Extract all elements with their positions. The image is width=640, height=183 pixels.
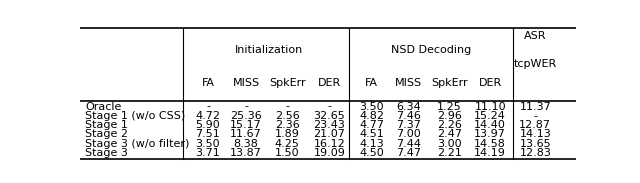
Text: NSD Decoding: NSD Decoding <box>391 45 471 55</box>
Text: tcpWER: tcpWER <box>514 59 557 69</box>
Text: 32.65: 32.65 <box>314 111 346 121</box>
Text: 2.96: 2.96 <box>437 111 462 121</box>
Text: 23.43: 23.43 <box>314 120 346 130</box>
Text: 15.24: 15.24 <box>474 111 506 121</box>
Text: 3.50: 3.50 <box>196 139 220 149</box>
Text: DER: DER <box>479 78 502 87</box>
Text: 4.13: 4.13 <box>359 139 384 149</box>
Text: 4.72: 4.72 <box>195 111 220 121</box>
Text: 14.13: 14.13 <box>520 129 551 139</box>
Text: 5.90: 5.90 <box>196 120 220 130</box>
Text: 4.82: 4.82 <box>359 111 384 121</box>
Text: 12.87: 12.87 <box>519 120 551 130</box>
Text: 7.51: 7.51 <box>196 129 220 139</box>
Text: FA: FA <box>202 78 214 87</box>
Text: 4.77: 4.77 <box>359 120 384 130</box>
Text: SpkErr: SpkErr <box>431 78 468 87</box>
Text: -: - <box>328 102 332 111</box>
Text: MISS: MISS <box>232 78 260 87</box>
Text: 7.00: 7.00 <box>396 129 421 139</box>
Text: 14.40: 14.40 <box>474 120 506 130</box>
Text: 19.09: 19.09 <box>314 148 346 158</box>
Text: 3.71: 3.71 <box>196 148 220 158</box>
Text: 11.37: 11.37 <box>520 102 551 111</box>
Text: 2.47: 2.47 <box>437 129 462 139</box>
Text: MISS: MISS <box>396 78 422 87</box>
Text: 3.50: 3.50 <box>359 102 384 111</box>
Text: Stage 3 (w/o filter): Stage 3 (w/o filter) <box>85 139 189 149</box>
Text: ASR: ASR <box>524 31 547 41</box>
Text: 21.07: 21.07 <box>314 129 346 139</box>
Text: 11.10: 11.10 <box>474 102 506 111</box>
Text: 1.25: 1.25 <box>437 102 462 111</box>
Text: -: - <box>285 102 289 111</box>
Text: 8.38: 8.38 <box>234 139 259 149</box>
Text: Oracle: Oracle <box>85 102 122 111</box>
Text: 1.50: 1.50 <box>275 148 300 158</box>
Text: 13.97: 13.97 <box>474 129 506 139</box>
Text: 2.21: 2.21 <box>437 148 462 158</box>
Text: 4.51: 4.51 <box>359 129 384 139</box>
Text: -: - <box>533 111 538 121</box>
Text: 11.67: 11.67 <box>230 129 262 139</box>
Text: Stage 1: Stage 1 <box>85 120 128 130</box>
Text: 7.47: 7.47 <box>396 148 421 158</box>
Text: 7.46: 7.46 <box>396 111 421 121</box>
Text: Initialization: Initialization <box>235 45 303 55</box>
Text: 12.83: 12.83 <box>520 148 551 158</box>
Text: 25.36: 25.36 <box>230 111 262 121</box>
Text: 16.12: 16.12 <box>314 139 346 149</box>
Text: Stage 1 (w/o CSS): Stage 1 (w/o CSS) <box>85 111 185 121</box>
Text: 3.00: 3.00 <box>437 139 462 149</box>
Text: Stage 3: Stage 3 <box>85 148 128 158</box>
Text: 14.58: 14.58 <box>474 139 506 149</box>
Text: 4.50: 4.50 <box>359 148 384 158</box>
Text: 14.19: 14.19 <box>474 148 506 158</box>
Text: DER: DER <box>318 78 341 87</box>
Text: 13.65: 13.65 <box>520 139 551 149</box>
Text: 15.17: 15.17 <box>230 120 262 130</box>
Text: Stage 2: Stage 2 <box>85 129 128 139</box>
Text: FA: FA <box>365 78 378 87</box>
Text: 13.87: 13.87 <box>230 148 262 158</box>
Text: -: - <box>244 102 248 111</box>
Text: -: - <box>206 102 210 111</box>
Text: 4.25: 4.25 <box>275 139 300 149</box>
Text: SpkErr: SpkErr <box>269 78 306 87</box>
Text: 2.56: 2.56 <box>275 111 300 121</box>
Text: 7.37: 7.37 <box>396 120 421 130</box>
Text: 2.26: 2.26 <box>437 120 462 130</box>
Text: 1.89: 1.89 <box>275 129 300 139</box>
Text: 7.44: 7.44 <box>396 139 421 149</box>
Text: 6.34: 6.34 <box>396 102 421 111</box>
Text: 2.36: 2.36 <box>275 120 300 130</box>
